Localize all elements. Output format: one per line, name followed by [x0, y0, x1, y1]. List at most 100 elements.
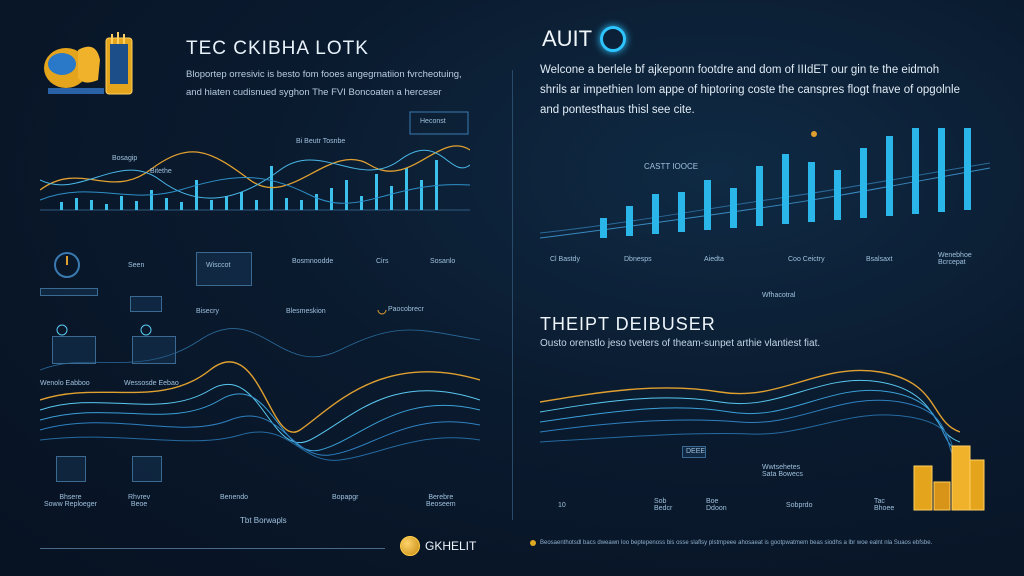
top-wave-chart [40, 111, 470, 211]
lower-label: Wenolo Eabboo [40, 380, 90, 387]
middle-label: Wisccot [206, 262, 231, 269]
gauge-icon [54, 252, 80, 278]
axis-label: Boe Ddoon [706, 498, 727, 512]
bottom-caption: Tbt Borwapls [240, 516, 287, 525]
line-chart-tag: DEEE [686, 448, 706, 455]
right-bar [912, 128, 919, 214]
top-chart-label: Heconst [420, 118, 446, 125]
top-bar [360, 196, 363, 210]
gold-blocks-icon [913, 445, 985, 511]
right-bar [808, 162, 815, 222]
top-bar [255, 200, 258, 210]
top-bar [60, 202, 63, 210]
top-bar [375, 174, 378, 210]
tag-box [682, 446, 706, 458]
bottom-label: Rhvrev Beoe [128, 494, 151, 508]
page-title-left: TEC CKIBHA LOTK [186, 38, 369, 59]
right-bar [964, 128, 971, 210]
status-box [130, 296, 162, 312]
middle-label: Cirs [376, 258, 389, 265]
top-bar [120, 196, 123, 210]
top-chart-label: Bitethe [150, 168, 172, 175]
right-bar [834, 170, 841, 220]
description-right: Welcone a berlele bf ajkeponn footdre an… [540, 64, 960, 116]
section-description: Ousto orenstlo jeso tveters of theam-sun… [540, 338, 821, 349]
top-bar [390, 186, 393, 210]
bottom-label: Bopapgr [332, 494, 359, 501]
monitor-box [132, 336, 176, 364]
axis-label: Sob Bedcr [654, 498, 673, 512]
right-bar [782, 154, 789, 224]
right-bar [730, 188, 737, 228]
chart-label: CASTT IOOCE [644, 162, 699, 171]
top-chart-label: Bi Beutr Tosnbe [296, 138, 346, 145]
right-bar [938, 128, 945, 212]
status-box [40, 288, 98, 296]
device-box [132, 456, 162, 482]
line-chart [540, 369, 960, 473]
bar-caption: Wfhacotral [762, 292, 796, 299]
right-bar [626, 206, 633, 236]
left-panel: TEC CKIBHA LOTK Bloportep orresivic is b… [40, 32, 480, 525]
top-bar [240, 192, 243, 210]
top-bar [135, 201, 138, 210]
top-bar [165, 198, 168, 210]
info-box [196, 252, 252, 286]
top-chart-label: Bosagip [112, 155, 138, 162]
bottom-label: Bhsere Soww Reploeger [44, 494, 97, 508]
right-panel: AUIT Welcone a berlele bf ajkeponn footd… [512, 0, 1024, 576]
right-bars [600, 128, 971, 238]
lower-wave-chart [40, 310, 480, 461]
axis-label: Sobprdo [786, 502, 813, 509]
bar-label: Aiedta [704, 256, 724, 263]
bottom-label: Benendo [220, 494, 249, 501]
right-bar [600, 218, 607, 238]
right-bar [678, 192, 685, 232]
section-title: THEIPT DEIBUSER [540, 314, 716, 334]
coin-icon [400, 536, 420, 556]
top-bar [315, 194, 318, 210]
right-bar [704, 180, 711, 230]
lower-label: Blesmeskion [286, 308, 326, 315]
power-ring-icon [600, 26, 627, 52]
top-bar [405, 168, 408, 210]
top-bar [150, 190, 153, 210]
right-bar [886, 136, 893, 216]
description-left: Bloportep orresivic is besto fom fooes a… [186, 69, 462, 98]
bar-label: Dbnesps [624, 256, 652, 263]
middle-label: Seen [128, 262, 145, 269]
footer-line [40, 548, 385, 549]
top-bar [285, 198, 288, 210]
axis-label: 10 [558, 502, 566, 509]
footer-brand[interactable]: GKHELIT [400, 536, 476, 556]
top-bar [300, 200, 303, 210]
top-bar [345, 180, 348, 210]
top-bars [60, 160, 438, 210]
page-title-right: AUIT [542, 26, 627, 52]
top-bar [195, 180, 198, 210]
right-bar [756, 166, 763, 226]
bar-label: Coo Ceictry [788, 256, 825, 263]
top-bar [75, 198, 78, 210]
bar-label: Cl Bastdy [550, 256, 580, 263]
monitor-box [52, 336, 96, 364]
bar-chart [540, 128, 990, 239]
right-bar [860, 148, 867, 218]
top-bar [180, 202, 183, 210]
device-box [56, 456, 86, 482]
lower-label: Bisecry [196, 308, 219, 315]
bar-label: Wenebhoe Bcrcepat [938, 252, 972, 266]
lower-label: Wessosde Eebao [124, 380, 179, 387]
bullet-icon [530, 540, 536, 546]
top-bar [210, 200, 213, 210]
middle-label: Bosmnoodde [292, 258, 334, 265]
right-bar [652, 194, 659, 234]
top-bar [330, 188, 333, 210]
footer-note: Beosaenthotsdl bacs dweawn loo beptepeno… [540, 540, 933, 546]
bottom-label: Berebre Beoseem [426, 494, 456, 508]
axis-label: Tac Bhoee [874, 498, 895, 512]
top-bar [225, 196, 228, 210]
top-bar [90, 200, 93, 210]
top-bar [420, 180, 423, 210]
top-bar [105, 204, 108, 210]
